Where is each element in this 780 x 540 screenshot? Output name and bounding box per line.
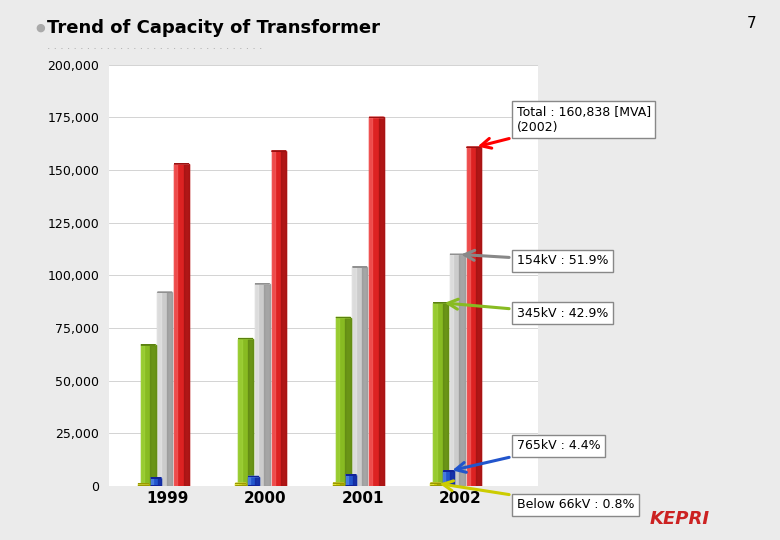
Bar	[450, 254, 453, 486]
Text: · · · · · · · · · · · · · · · · · · · · · · · · · · · · · · · · ·: · · · · · · · · · · · · · · · · · · · · …	[47, 44, 265, 55]
Bar	[443, 471, 454, 486]
Bar	[459, 254, 465, 486]
Bar	[158, 478, 161, 486]
Bar	[158, 292, 172, 486]
Text: 765kV : 4.4%: 765kV : 4.4%	[456, 440, 601, 472]
Bar	[239, 339, 253, 486]
Bar	[255, 284, 258, 486]
Bar	[369, 117, 372, 486]
Bar	[138, 484, 149, 486]
Bar	[158, 292, 161, 486]
Bar	[466, 147, 470, 486]
Bar	[138, 484, 140, 486]
Bar	[353, 267, 367, 486]
Bar	[236, 483, 238, 486]
Text: Total : 160,838 [MVA]
(2002): Total : 160,838 [MVA] (2002)	[480, 105, 651, 148]
Bar	[443, 303, 448, 486]
Bar	[141, 345, 155, 486]
Bar	[174, 164, 177, 486]
Bar	[346, 475, 348, 486]
Bar	[434, 303, 437, 486]
Bar	[443, 471, 445, 486]
Bar	[248, 476, 259, 486]
Text: Trend of Capacity of Transformer: Trend of Capacity of Transformer	[47, 19, 380, 37]
Bar	[248, 476, 250, 486]
Bar	[450, 254, 465, 486]
Bar	[438, 483, 441, 486]
Bar	[476, 147, 481, 486]
Text: 7: 7	[747, 16, 757, 31]
Bar	[271, 151, 286, 486]
Bar	[236, 483, 246, 486]
Bar	[346, 318, 350, 486]
Bar	[264, 284, 270, 486]
Bar	[151, 478, 153, 486]
Bar	[336, 318, 350, 486]
Bar	[346, 475, 356, 486]
Bar	[174, 164, 189, 486]
Bar	[243, 483, 246, 486]
Bar	[466, 147, 481, 486]
Bar	[333, 483, 335, 486]
Bar	[248, 339, 253, 486]
Bar	[281, 151, 286, 486]
Bar	[362, 267, 367, 486]
Text: 154kV : 51.9%: 154kV : 51.9%	[464, 251, 608, 267]
Bar	[333, 483, 344, 486]
Bar	[353, 475, 356, 486]
Bar	[255, 476, 259, 486]
Text: Below 66kV : 0.8%: Below 66kV : 0.8%	[443, 481, 634, 511]
Bar	[336, 318, 339, 486]
Bar	[271, 151, 275, 486]
Bar	[450, 471, 454, 486]
Bar	[145, 484, 149, 486]
Text: KEPRI: KEPRI	[650, 510, 710, 528]
Bar	[183, 164, 189, 486]
Bar	[378, 117, 384, 486]
Bar	[431, 483, 433, 486]
Bar	[353, 267, 356, 486]
Bar	[151, 478, 161, 486]
Bar	[255, 284, 270, 486]
Bar	[141, 345, 144, 486]
Bar	[431, 483, 441, 486]
Bar	[369, 117, 384, 486]
Text: 345kV : 42.9%: 345kV : 42.9%	[448, 299, 608, 320]
Bar	[167, 292, 172, 486]
Bar	[340, 483, 344, 486]
Bar	[434, 303, 448, 486]
Text: ●: ●	[35, 23, 45, 33]
Bar	[151, 345, 155, 486]
Bar	[239, 339, 242, 486]
